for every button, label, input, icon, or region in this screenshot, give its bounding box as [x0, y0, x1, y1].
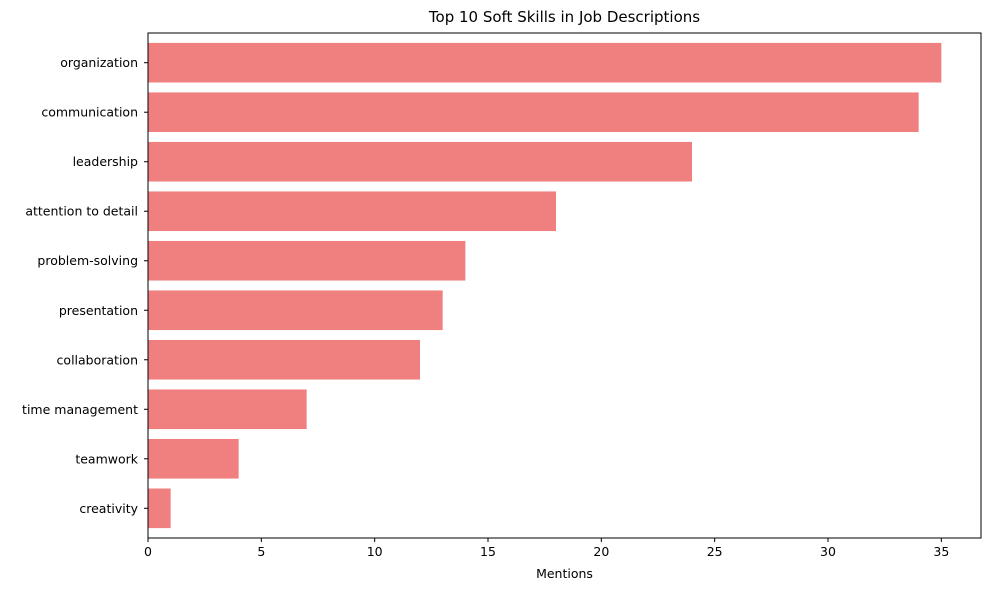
y-axis-ticks: organization communication leadership atten…	[22, 55, 148, 516]
x-tick-label: 15	[480, 544, 496, 559]
bar-collaboration	[148, 339, 420, 380]
bar-teamwork	[148, 438, 239, 479]
y-tick-label: organization	[60, 55, 138, 70]
y-tick-label: teamwork	[75, 451, 138, 466]
y-tick-label: time management	[22, 402, 138, 417]
y-tick-label: leadership	[73, 154, 138, 169]
y-tick-label: problem-solving	[37, 253, 138, 268]
bar-time-management	[148, 389, 307, 430]
chart-title: Top 10 Soft Skills in Job Descriptions	[428, 8, 700, 26]
x-tick-label: 20	[593, 544, 609, 559]
bar-problem-solving	[148, 240, 466, 281]
x-axis-title: Mentions	[536, 566, 593, 581]
y-tick-label: collaboration	[57, 352, 138, 367]
x-tick-label: 30	[820, 544, 836, 559]
x-tick-label: 5	[257, 544, 265, 559]
bar-communication	[148, 92, 919, 133]
x-tick-label: 35	[933, 544, 949, 559]
x-axis-ticks: 0 5 10 15 20 25 30 35	[144, 538, 949, 559]
bar-presentation	[148, 290, 443, 331]
plot-frame	[147, 32, 982, 539]
y-tick-label: presentation	[59, 303, 138, 318]
x-tick-label: 25	[707, 544, 723, 559]
bar-organization	[148, 42, 942, 83]
y-tick-label: communication	[41, 105, 138, 120]
bars-layer	[148, 42, 942, 529]
bar-creativity	[148, 488, 171, 529]
bar-leadership	[148, 141, 692, 182]
y-tick-label: attention to detail	[25, 204, 138, 219]
x-tick-label: 0	[144, 544, 152, 559]
bar-attention-to-detail	[148, 191, 556, 232]
y-tick-label: creativity	[79, 501, 138, 516]
x-tick-label: 10	[367, 544, 383, 559]
